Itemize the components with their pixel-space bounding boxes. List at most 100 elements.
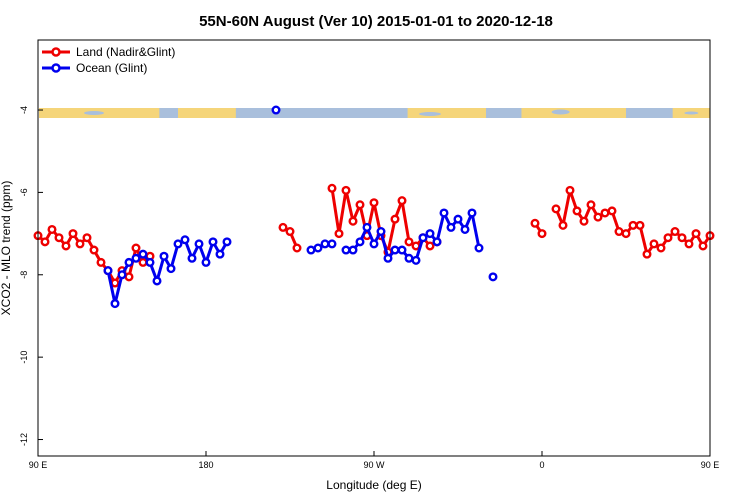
data-point	[201, 257, 211, 267]
data-point	[222, 237, 232, 247]
x-tick-label: 90 W	[363, 460, 385, 470]
map-ocean-patch	[159, 108, 178, 118]
data-point	[271, 105, 281, 115]
data-point	[635, 220, 645, 230]
data-point	[110, 299, 120, 309]
data-point	[131, 243, 141, 253]
data-point	[124, 272, 134, 282]
data-point	[40, 237, 50, 247]
x-tick-label: 90 E	[701, 460, 720, 470]
data-point	[138, 257, 148, 267]
map-ocean-patch	[333, 109, 359, 115]
data-point	[348, 216, 358, 226]
data-point	[180, 235, 190, 245]
data-point	[404, 253, 414, 263]
data-point	[103, 266, 113, 276]
x-axis: 90 E 180 90 W 0 90 E	[29, 451, 720, 470]
world-map-strip	[39, 108, 710, 118]
data-point	[292, 243, 302, 253]
data-point	[348, 245, 358, 255]
map-ocean-patch	[486, 108, 522, 118]
x-tick-label: 180	[198, 460, 213, 470]
data-point	[691, 229, 701, 239]
data-point	[82, 233, 92, 243]
data-point	[425, 241, 435, 251]
map-ocean-patch	[684, 111, 699, 115]
data-point	[607, 206, 617, 216]
map-ocean-patch	[419, 112, 441, 116]
legend: Land (Nadir&Glint) Ocean (Glint)	[42, 45, 175, 75]
data-point	[208, 237, 218, 247]
data-point	[656, 243, 666, 253]
data-point	[173, 239, 183, 249]
data-point	[404, 237, 414, 247]
data-point	[390, 214, 400, 224]
data-point	[453, 214, 463, 224]
data-point	[278, 222, 288, 232]
data-point	[390, 245, 400, 255]
legend-land-swatch-marker	[51, 47, 61, 57]
data-point	[628, 220, 638, 230]
y-axis: -4 -6 -8 -10 -12	[19, 106, 43, 446]
data-point	[159, 251, 169, 261]
data-point	[61, 241, 71, 251]
data-point	[698, 241, 708, 251]
data-point	[138, 249, 148, 259]
data-point	[383, 253, 393, 263]
data-point	[411, 255, 421, 265]
data-point	[369, 198, 379, 208]
data-point	[649, 239, 659, 249]
y-tick-label: -8	[19, 271, 29, 279]
map-ocean-patch	[626, 108, 673, 118]
series-ocean	[103, 105, 498, 309]
data-point	[320, 239, 330, 249]
data-point	[579, 216, 589, 226]
data-point	[474, 243, 484, 253]
data-point	[327, 183, 337, 193]
data-point	[614, 227, 624, 237]
x-axis-label: Longitude (deg E)	[326, 478, 421, 492]
data-point	[376, 227, 386, 237]
x-tick-label: 0	[539, 460, 544, 470]
data-point	[488, 272, 498, 282]
data-point	[467, 208, 477, 218]
data-point	[215, 249, 225, 259]
series-land	[33, 183, 715, 288]
data-point	[285, 227, 295, 237]
data-point	[425, 229, 435, 239]
data-point	[334, 229, 344, 239]
data-point	[642, 249, 652, 259]
data-point	[75, 239, 85, 249]
series-layer	[33, 105, 715, 309]
data-point	[397, 245, 407, 255]
data-point	[446, 222, 456, 232]
data-point	[558, 220, 568, 230]
data-point	[306, 245, 316, 255]
data-point	[684, 239, 694, 249]
data-point	[341, 245, 351, 255]
chart-title: 55N-60N August (Ver 10) 2015-01-01 to 20…	[199, 13, 553, 30]
data-point	[670, 227, 680, 237]
data-point	[341, 185, 351, 195]
legend-ocean-label: Ocean (Glint)	[76, 61, 147, 75]
data-point	[418, 233, 428, 243]
data-point	[117, 270, 127, 280]
data-point	[621, 229, 631, 239]
data-point	[145, 257, 155, 267]
data-point	[166, 264, 176, 274]
data-point	[355, 237, 365, 247]
data-point	[369, 239, 379, 249]
data-point	[131, 253, 141, 263]
y-tick-label: -10	[19, 351, 29, 364]
legend-ocean-swatch-marker	[51, 63, 61, 73]
map-ocean-patch	[84, 111, 104, 115]
data-point	[677, 233, 687, 243]
y-tick-label: -6	[19, 188, 29, 196]
data-point	[439, 208, 449, 218]
data-point	[187, 253, 197, 263]
data-point	[551, 204, 561, 214]
data-point	[600, 208, 610, 218]
data-point	[460, 224, 470, 234]
